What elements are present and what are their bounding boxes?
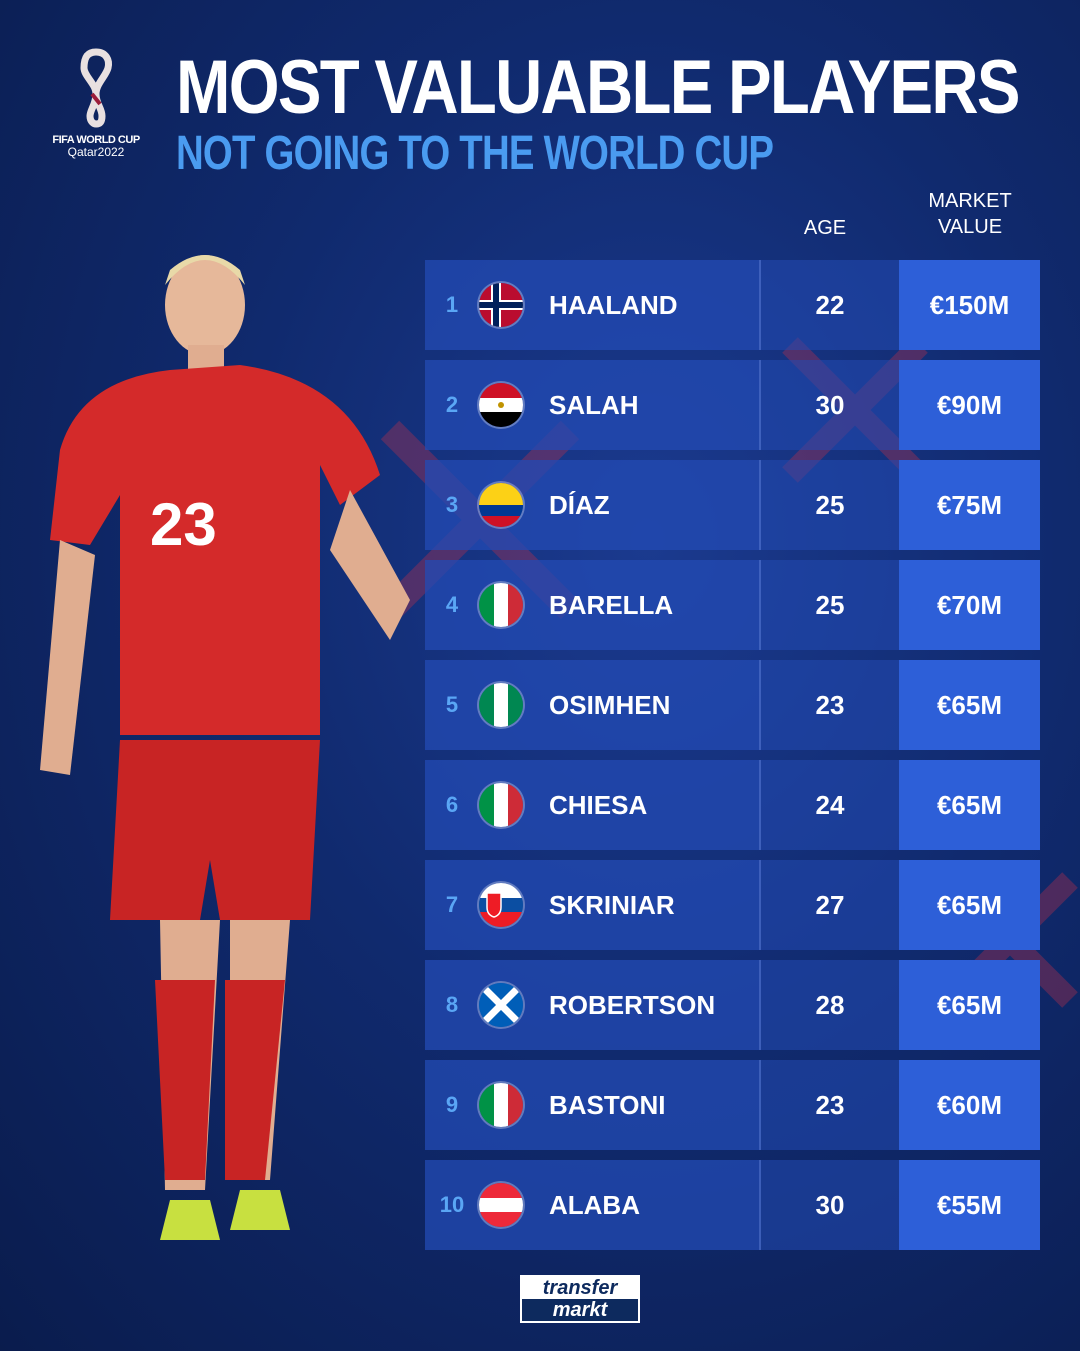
rank: 9: [445, 1092, 459, 1117]
table-row: 5 OSIMHEN 23 €65M: [425, 660, 1040, 750]
player-name: SKRINIAR: [549, 889, 675, 920]
market-value-cell: €90M: [899, 360, 1040, 450]
age-cell: 25: [761, 460, 899, 550]
player-cell: 9 BASTONI: [425, 1060, 761, 1150]
austria-flag-icon: [479, 1183, 523, 1227]
player-cell: 7 SKRINIAR: [425, 860, 761, 950]
player-name: BARELLA: [549, 589, 674, 620]
italy-flag-icon: [479, 1083, 523, 1127]
player-name: HAALAND: [549, 289, 678, 320]
age-cell: 30: [761, 1160, 899, 1250]
table-row: 6 CHIESA 24 €65M: [425, 760, 1040, 850]
age-cell: 24: [761, 760, 899, 850]
market-value-cell: €70M: [899, 560, 1040, 650]
nigeria-flag-icon: [479, 683, 523, 727]
player-cell: 6 CHIESA: [425, 760, 761, 850]
player-name: BASTONI: [549, 1089, 666, 1120]
rank: 10: [439, 1192, 465, 1217]
shirt-number: 23: [150, 491, 217, 558]
rank: 8: [445, 992, 459, 1017]
rank: 5: [445, 692, 459, 717]
player-cell: 3 DÍAZ: [425, 460, 761, 550]
trophy-icon: [80, 48, 112, 128]
rank: 2: [445, 392, 459, 417]
egypt-flag-icon: [479, 383, 523, 427]
table-row: 9 BASTONI 23 €60M: [425, 1060, 1040, 1150]
player-name: SALAH: [549, 389, 639, 420]
slovakia-flag-icon: [479, 883, 523, 927]
column-header-age: AGE: [803, 217, 847, 239]
table-row: 2 SALAH 30 €90M: [425, 360, 1040, 450]
market-value-cell: €65M: [899, 860, 1040, 950]
transfermarkt-logo: transfer markt: [520, 1275, 640, 1323]
market-value-cell: €65M: [899, 760, 1040, 850]
age-cell: 30: [761, 360, 899, 450]
fifa-world-cup-logo: FIFA WORLD CUP Qatar2022: [46, 48, 146, 158]
table-row: 10 ALABA 30 €55M: [425, 1160, 1040, 1250]
market-value-cell: €55M: [899, 1160, 1040, 1250]
player-cell: 4 BARELLA: [425, 560, 761, 650]
page-title: MOST VALUABLE PLAYERS: [176, 45, 1020, 130]
colombia-flag-icon: [479, 483, 523, 527]
header-line: MARKET: [928, 190, 1012, 212]
rank: 4: [445, 592, 459, 617]
rank: 1: [445, 292, 459, 317]
age-cell: 23: [761, 1060, 899, 1150]
player-name: DÍAZ: [549, 489, 610, 520]
rank: 7: [445, 892, 459, 917]
age-cell: 27: [761, 860, 899, 950]
player-photo: 23: [20, 240, 440, 1255]
player-name: ROBERTSON: [549, 989, 716, 1020]
norway-flag-icon: [479, 283, 523, 327]
player-cell: 8 ROBERTSON: [425, 960, 761, 1050]
rank: 3: [445, 492, 459, 517]
market-value-cell: €60M: [899, 1060, 1040, 1150]
table-row: 3 DÍAZ 25 €75M: [425, 460, 1040, 550]
table-row: 1 HAALAND 22 €150M: [425, 260, 1040, 350]
column-header-market-value: MARKET VALUE: [910, 188, 1030, 240]
page-subtitle: NOT GOING TO THE WORLD CUP: [176, 127, 774, 180]
market-value-cell: €150M: [899, 260, 1040, 350]
header-line: VALUE: [937, 216, 1003, 238]
market-value-cell: €65M: [899, 960, 1040, 1050]
player-cell: 2 SALAH: [425, 360, 761, 450]
player-cell: 1 HAALAND: [425, 260, 761, 350]
table-row: 7 SKRINIAR 27 €65M: [425, 860, 1040, 950]
italy-flag-icon: [479, 583, 523, 627]
logo-text: markt: [522, 1299, 638, 1321]
logo-text: transfer: [542, 1277, 618, 1299]
rank: 6: [445, 792, 459, 817]
player-cell: 5 OSIMHEN: [425, 660, 761, 750]
logo-text-line1: FIFA WORLD CUP: [52, 134, 140, 146]
market-value-cell: €65M: [899, 660, 1040, 750]
age-cell: 22: [761, 260, 899, 350]
player-cell: 10 ALABA: [425, 1160, 761, 1250]
player-name: ALABA: [549, 1189, 640, 1220]
scotland-flag-icon: [479, 983, 523, 1027]
table-row: 4 BARELLA 25 €70M: [425, 560, 1040, 650]
logo-text-line2: Qatar2022: [67, 145, 125, 159]
table-row: 8 ROBERTSON 28 €65M: [425, 960, 1040, 1050]
player-name: CHIESA: [549, 789, 648, 820]
age-cell: 28: [761, 960, 899, 1050]
italy-flag-icon: [479, 783, 523, 827]
age-cell: 25: [761, 560, 899, 650]
market-value-cell: €75M: [899, 460, 1040, 550]
age-cell: 23: [761, 660, 899, 750]
player-name: OSIMHEN: [549, 689, 671, 720]
